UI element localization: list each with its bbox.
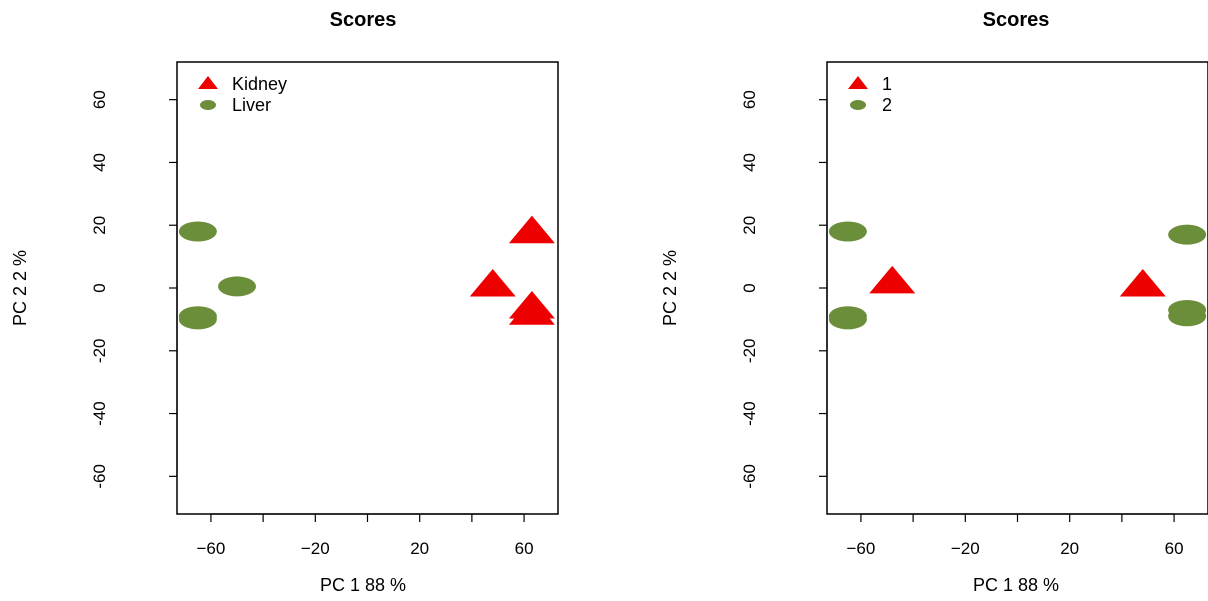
y-tick-label: -60 [90,464,109,489]
y-axis-label: PC 2 2 % [660,250,680,326]
y-tick-label: -20 [90,338,109,363]
data-point-triangle [469,269,516,297]
y-tick-label: -20 [740,338,759,363]
y-tick-label: 0 [90,283,109,292]
x-tick-label: −20 [301,539,330,558]
x-tick-label: 20 [1060,539,1079,558]
y-tick-label: -40 [90,401,109,426]
data-point-triangle [869,265,916,294]
data-point-ellipse [178,221,217,242]
y-tick-label: 60 [90,90,109,109]
x-tick-label: −60 [197,539,226,558]
data-point-ellipse [1168,224,1207,245]
y-tick-label: 0 [740,283,759,292]
legend-marker-ellipse [850,100,866,110]
plot-title: Scores [330,9,397,31]
legend-label: Kidney [232,74,287,94]
y-tick-label: -60 [740,464,759,489]
legend-marker-triangle [198,76,218,89]
x-tick-label: −60 [847,539,876,558]
x-tick-label: −20 [951,539,980,558]
y-tick-label: 40 [90,153,109,172]
legend: 12 [848,74,892,115]
data-point-ellipse [178,309,217,330]
x-tick-label: 60 [1165,539,1184,558]
legend-label: 1 [882,74,892,94]
data-point-ellipse [828,221,867,242]
legend-marker-ellipse [200,100,216,110]
legend-label: Liver [232,95,271,115]
legend-marker-triangle [848,76,868,89]
y-tick-label: -40 [740,401,759,426]
data-point-ellipse [828,309,867,330]
x-tick-label: 60 [515,539,534,558]
y-tick-label: 60 [740,90,759,109]
x-tick-label: 20 [410,539,429,558]
y-axis-label: PC 2 2 % [10,250,30,326]
x-axis-label: PC 1 88 % [973,575,1059,595]
data-point-ellipse [218,276,257,297]
x-axis-label: PC 1 88 % [320,575,406,595]
scores-plot-2: Scores −60 −20 20 60 -60 -40 -20 0 20 40 60 PC 1 88 … [660,9,1208,595]
y-tick-label: 40 [740,153,759,172]
y-tick-label: 20 [740,216,759,235]
data-point-ellipse [1168,306,1207,327]
data-point-triangle [508,215,555,244]
legend-label: 2 [882,95,892,115]
data-point-triangle [508,297,555,325]
scores-plot-1: Scores −60 −20 20 60 -60 -40 -20 0 20 40 60 PC 1 88 … [10,9,559,595]
y-tick-label: 20 [90,216,109,235]
plot-title: Scores [983,9,1050,31]
data-point-triangle [1119,269,1166,297]
